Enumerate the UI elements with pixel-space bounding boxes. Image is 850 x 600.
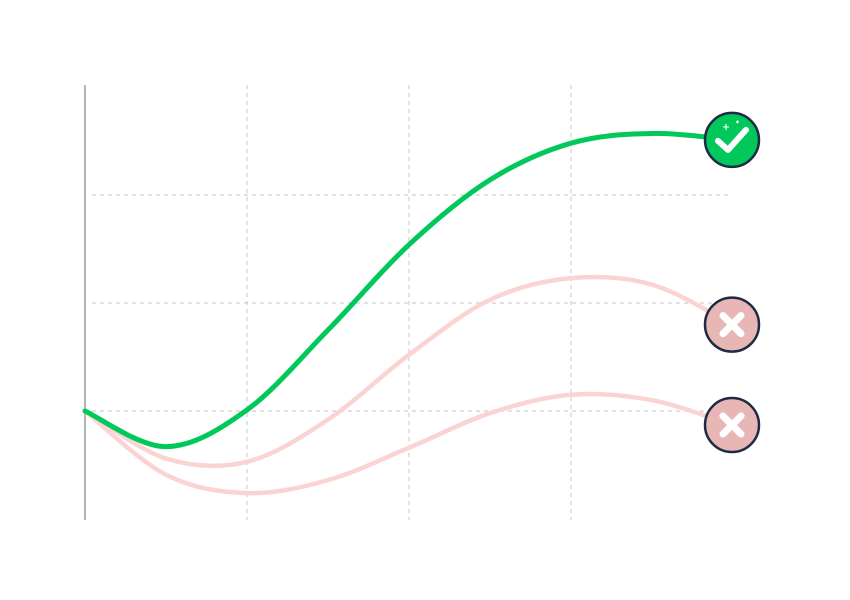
cross-mark — [719, 412, 745, 438]
line — [82, 130, 736, 450]
status-icon — [703, 111, 761, 169]
status-icon — [703, 396, 761, 454]
check-mark — [715, 126, 749, 153]
cross-mark — [719, 312, 745, 338]
line — [82, 391, 736, 496]
icon-circle — [703, 111, 761, 169]
line — [82, 274, 736, 469]
sparkle — [723, 120, 739, 130]
status-icon — [703, 296, 761, 353]
